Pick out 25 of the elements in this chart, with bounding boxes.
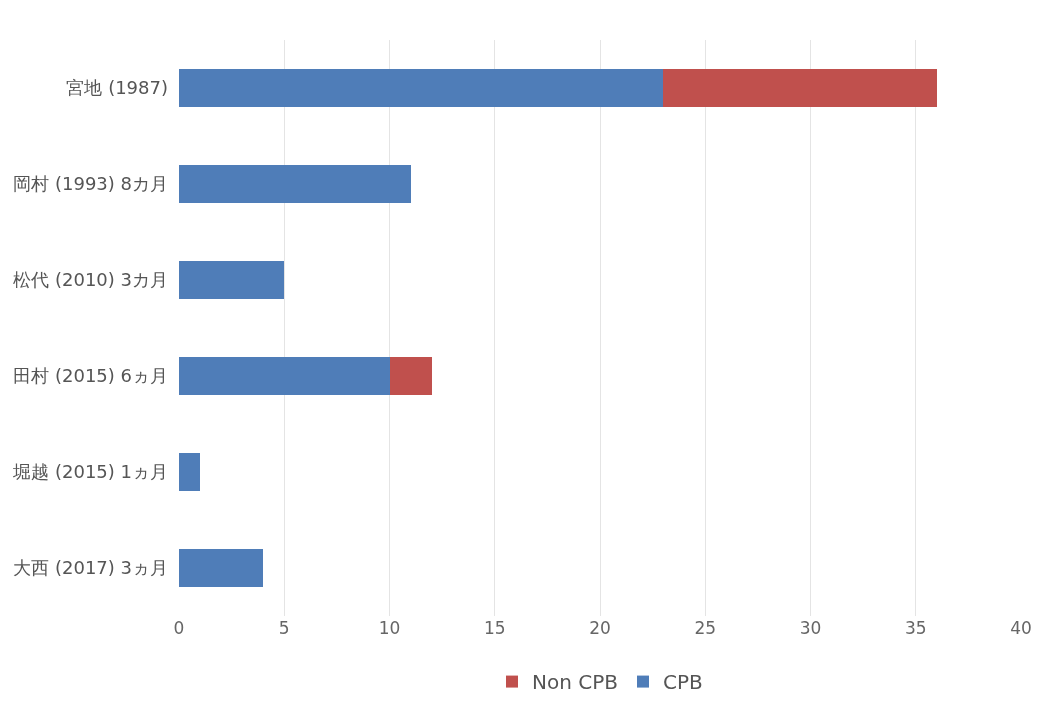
y-tick-label: 松代 (2010) 3カ月 <box>13 269 168 291</box>
x-tick-label: 25 <box>694 618 717 638</box>
y-tick-label: 岡村 (1993) 8カ月 <box>13 173 168 195</box>
x-tick-label: 35 <box>904 618 927 638</box>
bar <box>179 68 664 108</box>
bar <box>179 260 285 300</box>
legend-label: Non CPB <box>532 670 618 695</box>
y-tick-label: 宮地 (1987) <box>66 77 168 99</box>
legend-label: CPB <box>662 670 703 695</box>
x-tick-label: 30 <box>799 618 822 638</box>
y-tick-label: 堀越 (2015) 1ヵ月 <box>12 461 168 483</box>
x-tick-label: 15 <box>483 618 506 638</box>
bar <box>663 68 937 108</box>
bar <box>179 452 201 492</box>
x-tick-label: 0 <box>173 618 185 638</box>
bar <box>179 548 264 588</box>
x-tick-label: 40 <box>1010 618 1032 638</box>
y-tick-label: 田村 (2015) 6ヵ月 <box>13 365 168 387</box>
x-tick-label: 10 <box>378 618 401 638</box>
x-tick-label: 5 <box>278 618 290 638</box>
y-tick-label: 大西 (2017) 3ヵ月 <box>13 557 168 579</box>
x-tick-label: 20 <box>589 618 611 638</box>
bar <box>389 356 432 396</box>
bar <box>179 356 390 396</box>
bar <box>179 164 411 204</box>
